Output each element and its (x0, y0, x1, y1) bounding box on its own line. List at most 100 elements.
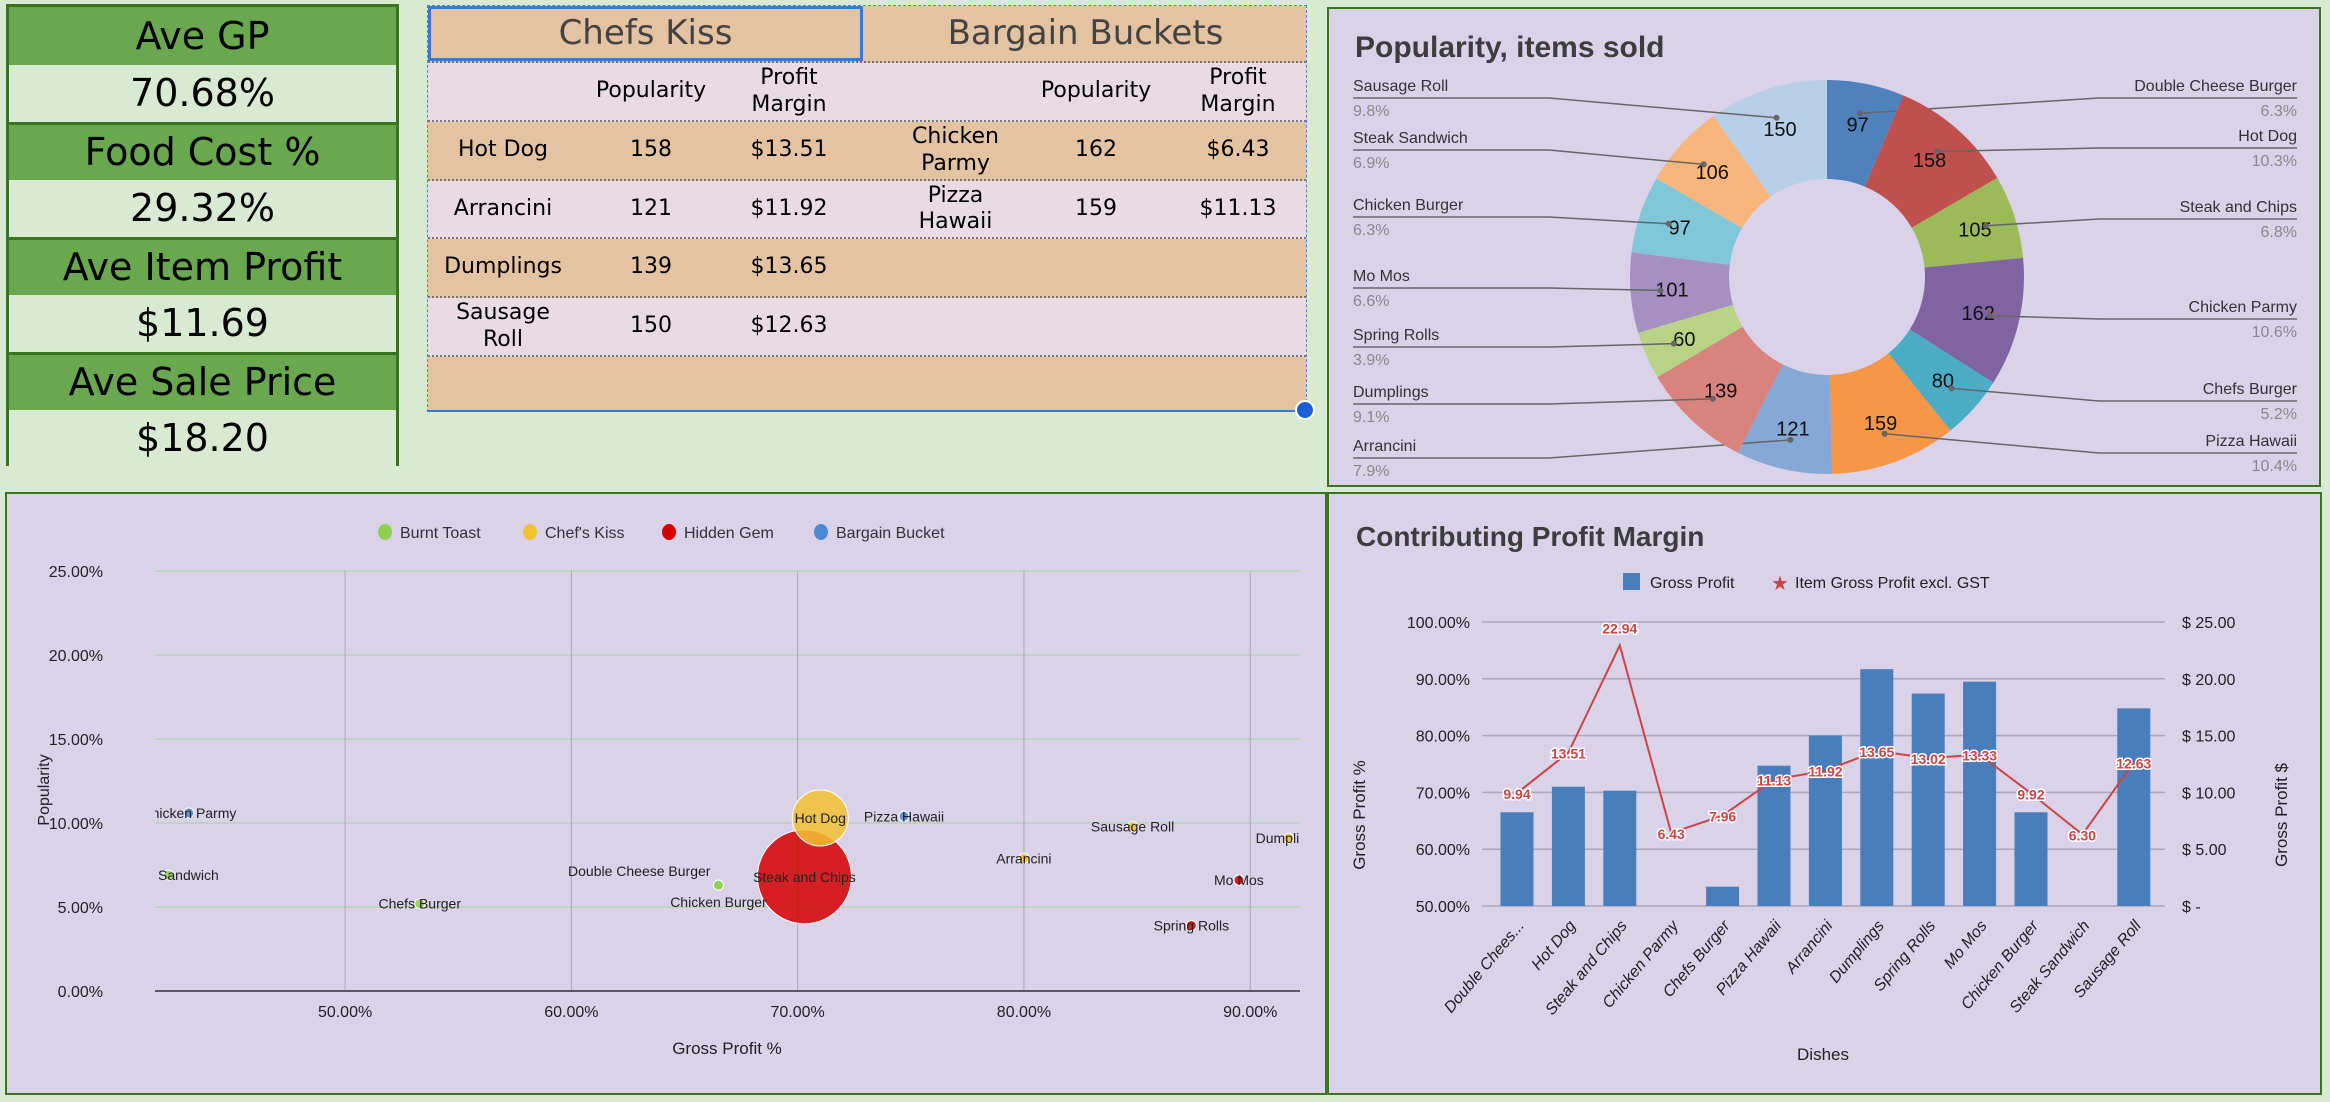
cell-popularity[interactable]: 121 (630, 195, 672, 221)
leader-line (1353, 216, 1669, 225)
bubble-chart-panel[interactable]: Popularity Gross Profit % 0.00% 5.00% 10.0… (5, 492, 1327, 1095)
table-row: Hot Dog 158 $13.51 Chicken Parmy 162 $6.… (428, 122, 1306, 181)
slice-name-label: Chicken Parmy (2189, 299, 2297, 316)
cell-dish[interactable]: Chicken Parmy (912, 124, 999, 176)
legend-marker (1623, 573, 1640, 590)
slice-name-label: Steak and Chips (2180, 199, 2297, 216)
slice-value-label: 162 (1962, 303, 1995, 325)
legend-marker (814, 524, 828, 540)
col-header-popularity: Popularity (595, 78, 707, 104)
donut-slice (1713, 80, 1827, 197)
selection-resize-handle[interactable] (1295, 400, 1315, 420)
slice-percent-label: 6.9% (1353, 155, 1389, 172)
donut-slice (1888, 329, 1994, 431)
cell-dish[interactable]: Dumplings (444, 254, 562, 280)
bubble-label: Chicken Burger (670, 894, 767, 910)
cell-popularity[interactable]: 159 (1075, 195, 1117, 221)
cell-dish[interactable]: Sausage Roll (456, 300, 550, 352)
slice-value-label: 121 (1776, 419, 1809, 441)
y-tick-label: 10.00% (49, 816, 103, 833)
line-data-label: 22.94 (1602, 620, 1637, 636)
leader-dot (1670, 340, 1677, 347)
cell-popularity[interactable]: 158 (630, 137, 672, 163)
cell-margin[interactable]: $13.65 (750, 254, 828, 280)
donut-slice (1864, 95, 1998, 228)
profit-line (1516, 642, 2135, 836)
leader-line (1353, 439, 1791, 459)
bubble-point (1127, 820, 1139, 832)
line-data-label: 12.63 (2116, 756, 2151, 772)
line-data-label: 7.96 (1709, 809, 1736, 825)
y-tick-label: 70.00% (1416, 785, 1470, 802)
x-tick-label: Double Chees... (1441, 918, 1528, 1017)
slice-value-label: 105 (1958, 219, 1991, 241)
chart-title: Popularity, items sold (1355, 31, 1665, 64)
leader-line (1353, 342, 1674, 348)
donut-slice (1738, 364, 1833, 474)
kpi-panel: Ave GP 70.68% Food Cost % 29.32% Ave Ite… (6, 4, 399, 467)
bubble-label: Arrancini (996, 850, 1051, 866)
cell-popularity[interactable]: 139 (630, 254, 672, 280)
cell-popularity[interactable]: 162 (1075, 137, 1117, 163)
y-tick-label: 5.00% (58, 900, 103, 917)
cell-dish[interactable]: Pizza Hawaii (918, 182, 993, 234)
leader-line (1353, 97, 1777, 119)
table-row: Arrancini 121 $11.92 Pizza Hawaii 159 $1… (428, 181, 1306, 239)
x-tick-label: 50.00% (318, 1004, 372, 1021)
slice-name-label: Double Cheese Burger (2134, 78, 2297, 95)
menu-table[interactable]: Chefs Kiss Bargain Buckets Popularity Pr… (427, 5, 1315, 420)
leader-line (1989, 315, 2297, 320)
bubble-label: Chefs Burger (379, 896, 462, 912)
y-tick-label: 25.00% (49, 564, 103, 581)
bubble-label: Spring Rolls (1154, 917, 1229, 933)
col-header-profit-margin: Profit Margin (751, 65, 827, 117)
cell-margin[interactable]: $13.51 (750, 137, 828, 163)
cell-margin[interactable]: $11.13 (1199, 195, 1277, 221)
contributing-profit-margin-chart: Contributing Profit Margin Gross Profit … (1350, 521, 2291, 1064)
x-tick-label: 70.00% (771, 1004, 825, 1021)
leader-line (1951, 387, 2297, 402)
slice-percent-label: 5.2% (2261, 406, 2297, 423)
slice-name-label: Arrancini (1353, 438, 1416, 455)
cell-margin[interactable]: $6.43 (1206, 137, 1270, 163)
y2-tick-label: $ 5.00 (2182, 842, 2227, 859)
donut-slice (1657, 326, 1783, 453)
bubble-point (898, 810, 910, 822)
slice-percent-label: 6.3% (1353, 222, 1389, 239)
x-tick-label: 60.00% (544, 1004, 598, 1021)
profit-margin-chart-panel[interactable]: Contributing Profit Margin Gross Profit … (1327, 492, 2322, 1095)
x-tick-label: Mo Mos (1941, 918, 1991, 973)
slice-value-label: 106 (1695, 162, 1728, 184)
cell-margin[interactable]: $12.63 (750, 313, 828, 339)
table-header-row: Chefs Kiss Bargain Buckets (428, 6, 1306, 63)
leader-dot (1657, 287, 1664, 294)
line-data-label: 6.30 (2069, 827, 2096, 843)
y-tick-label: 15.00% (49, 732, 103, 749)
bar (1551, 786, 1585, 906)
bubble-point (1283, 832, 1295, 844)
cell-dish[interactable]: Hot Dog (458, 137, 548, 163)
line-data-label: 13.51 (1551, 746, 1586, 762)
x-tick-label: 80.00% (997, 1004, 1051, 1021)
slice-value-label: 150 (1763, 119, 1796, 141)
bubble-point (183, 807, 195, 819)
bubble-label: Double Cheese Burger (568, 863, 711, 879)
line-data-label: 13.02 (1911, 751, 1946, 767)
cell-margin[interactable]: $11.92 (750, 195, 828, 221)
popularity-chart-panel[interactable]: Popularity, items sold 97 Double Cheese B… (1327, 7, 2321, 487)
chefs-kiss-header[interactable]: Chefs Kiss (428, 6, 863, 61)
cell-popularity[interactable]: 150 (630, 313, 672, 339)
cell-dish[interactable]: Arrancini (453, 195, 553, 221)
legend-label: Item Gross Profit excl. GST (1795, 575, 1990, 592)
leader-line (1859, 97, 2297, 115)
line-data-label: 13.33 (1962, 748, 1997, 764)
bargain-buckets-header[interactable]: Bargain Buckets (947, 13, 1224, 54)
bar (1757, 765, 1791, 906)
slice-name-label: Sausage Roll (1353, 78, 1448, 95)
bar (1911, 693, 1945, 906)
table-row: Sausage Roll 150 $12.63 (428, 298, 1306, 357)
slice-percent-label: 10.3% (2252, 153, 2297, 170)
bar (1500, 812, 1534, 906)
slice-name-label: Spring Rolls (1353, 327, 1439, 344)
kpi-value-ave-item-profit: $11.69 (9, 294, 396, 352)
